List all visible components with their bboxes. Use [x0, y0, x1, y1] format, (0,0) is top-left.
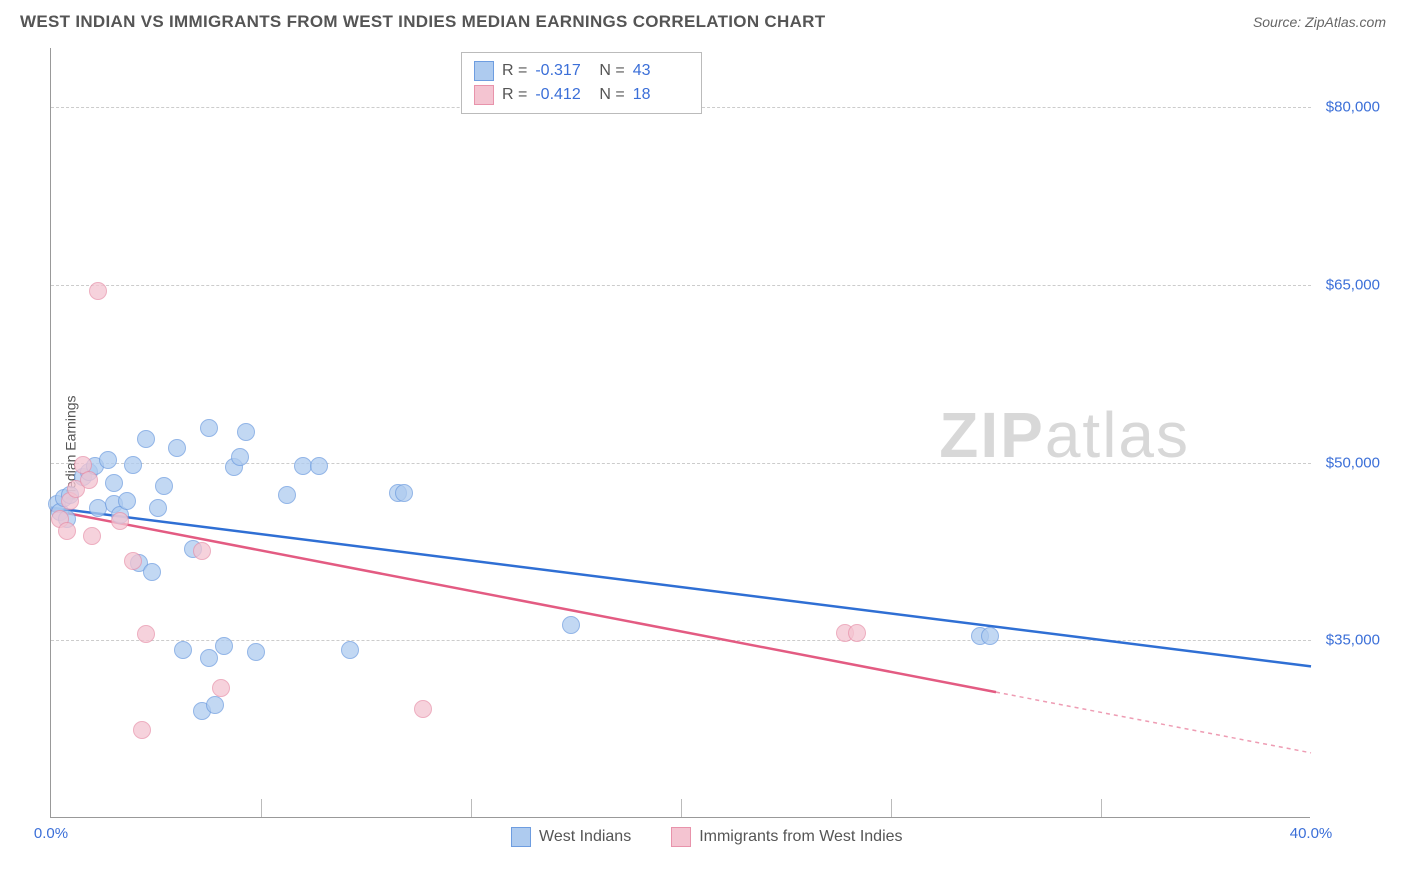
scatter-point [118, 492, 136, 510]
r-label: R = [502, 62, 527, 80]
stats-legend: R = -0.317 N = 43 R = -0.412 N = 18 [461, 52, 702, 114]
source-attribution: Source: ZipAtlas.com [1253, 14, 1386, 30]
scatter-point [80, 471, 98, 489]
scatter-point [200, 419, 218, 437]
scatter-point [215, 637, 233, 655]
scatter-point [149, 499, 167, 517]
legend-label: Immigrants from West Indies [699, 828, 902, 846]
legend-swatch [511, 827, 531, 847]
scatter-point [231, 448, 249, 466]
x-tick-label: 40.0% [1290, 825, 1333, 842]
plot-area: ZIPatlas $35,000$50,000$65,000$80,0000.0… [50, 48, 1310, 818]
scatter-point [58, 522, 76, 540]
legend-label: West Indians [539, 828, 631, 846]
scatter-point [848, 624, 866, 642]
stat-legend-row: R = -0.317 N = 43 [474, 59, 689, 83]
legend-item: Immigrants from West Indies [671, 827, 902, 847]
scatter-point [395, 484, 413, 502]
scatter-point [137, 430, 155, 448]
legend-swatch [671, 827, 691, 847]
scatter-point [414, 700, 432, 718]
scatter-point [212, 679, 230, 697]
scatter-point [137, 625, 155, 643]
scatter-point [200, 649, 218, 667]
scatter-point [143, 563, 161, 581]
scatter-point [206, 696, 224, 714]
legend-item: West Indians [511, 827, 631, 847]
scatter-point [981, 627, 999, 645]
scatter-point [341, 641, 359, 659]
n-value: 18 [633, 86, 689, 104]
r-value: -0.412 [535, 86, 591, 104]
scatter-point [174, 641, 192, 659]
scatter-point [168, 439, 186, 457]
correlation-chart: Median Earnings ZIPatlas $35,000$50,000$… [50, 48, 1390, 848]
scatter-point [111, 512, 129, 530]
r-label: R = [502, 86, 527, 104]
scatter-point [278, 486, 296, 504]
scatter-point [124, 456, 142, 474]
y-tick-label: $50,000 [1326, 454, 1380, 471]
series-legend: West Indians Immigrants from West Indies [511, 827, 903, 847]
scatter-point [99, 451, 117, 469]
n-label: N = [599, 62, 624, 80]
scatter-point [89, 282, 107, 300]
scatter-point [562, 616, 580, 634]
scatter-point [133, 721, 151, 739]
page-title: WEST INDIAN VS IMMIGRANTS FROM WEST INDI… [20, 12, 825, 32]
x-tick-label: 0.0% [34, 825, 68, 842]
n-label: N = [599, 86, 624, 104]
scatter-point [247, 643, 265, 661]
y-tick-label: $65,000 [1326, 276, 1380, 293]
legend-swatch [474, 61, 494, 81]
scatter-point [237, 423, 255, 441]
stat-legend-row: R = -0.412 N = 18 [474, 83, 689, 107]
scatter-point [105, 474, 123, 492]
scatter-point [193, 542, 211, 560]
scatter-point [155, 477, 173, 495]
n-value: 43 [633, 62, 689, 80]
legend-swatch [474, 85, 494, 105]
scatter-point [124, 552, 142, 570]
y-tick-label: $80,000 [1326, 99, 1380, 116]
r-value: -0.317 [535, 62, 591, 80]
scatter-point [310, 457, 328, 475]
scatter-point [83, 527, 101, 545]
y-tick-label: $35,000 [1326, 632, 1380, 649]
